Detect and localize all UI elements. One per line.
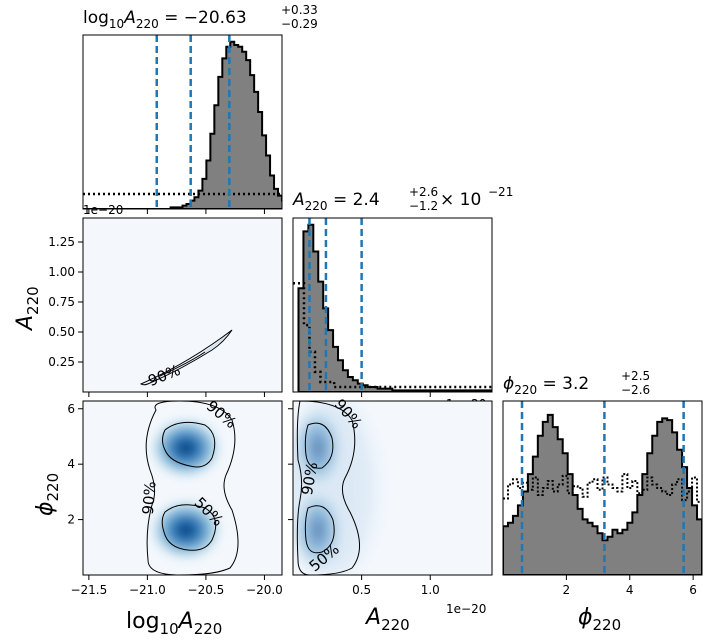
scatter-A-phi-frame (292, 400, 493, 576)
xlabel-A-varsub: 220 (381, 616, 410, 634)
scatter-logA-phi-contour-90 (145, 401, 239, 575)
sc1-ytick-label-3: 1.00 (48, 265, 75, 279)
hist-phi-xtick-label-2: 6 (689, 583, 697, 597)
title-phi-var: ϕ (503, 374, 514, 394)
sc2-xtick-label-3: −20.0 (246, 583, 283, 597)
title-A-suffix: × 10 (440, 190, 481, 210)
ylabel-phi-var: ϕ (33, 501, 58, 516)
hist-phi-xticks: 2 4 6 (563, 575, 697, 597)
hist-logA-panel: 1e−20 log10A220 = −20.63 +0.33 −0.29 (82, 3, 318, 217)
scatter-A-phi-offset-label: 1e−20 (446, 602, 486, 616)
scatter-A-phi-label-90b: 90% (298, 461, 322, 497)
sc2-xtick-label-0: −21.5 (70, 583, 107, 597)
sc2-ytick-label-0: 2 (67, 513, 75, 527)
ylabel-phi: ϕ220 (33, 473, 62, 516)
xlabel-A-var: A (364, 605, 381, 630)
sc2-xtick-label-2: −20.5 (188, 583, 225, 597)
scatter-logA-A-yticks: 0.25 0.50 0.75 1.00 1.25 (48, 235, 265, 397)
sc1-ytick-label-2: 0.75 (48, 295, 75, 309)
title-A-varsub: 220 (305, 199, 328, 213)
title-logA-plus: +0.33 (281, 3, 318, 17)
scatter-A-phi-contour-50-upper (304, 422, 334, 469)
title-phi-minus: −2.6 (621, 383, 650, 397)
hist-phi-steps (503, 413, 702, 575)
xlabel-logA-var: A (177, 609, 194, 634)
hist-phi-bars (503, 401, 702, 575)
sc2-ytick-label-2: 6 (67, 402, 75, 416)
xlabel-logA-pre: log (126, 609, 160, 634)
title-A-value: = 2.4 (328, 190, 380, 210)
hist-A-title: A220 = 2.4 (292, 190, 380, 213)
title-logA-subbase: 10 (109, 17, 124, 31)
xlabel-logA-varsub: 220 (194, 620, 223, 638)
ylabel-A: A220 (13, 286, 42, 332)
hist-logA-frame (82, 34, 283, 210)
hist-phi-frame (502, 400, 703, 576)
hist-phi-panel: ϕ220 = 3.2 +2.5 −2.6 2 4 6 (502, 369, 703, 597)
scatter-logA-A-contour-90 (139, 329, 233, 386)
hist-logA-plot (83, 35, 282, 209)
xlabel-phi-var: ϕ (578, 605, 593, 630)
scatter-logA-phi-yticks: 2 4 6 (67, 402, 83, 527)
hist-phi-xtick-label-0: 2 (563, 583, 571, 597)
scatter-logA-phi-contour-50-upper (162, 421, 216, 468)
hist-phi-title: ϕ220 = 3.2 (503, 374, 589, 397)
hist-A-bars (293, 218, 492, 397)
scatter-logA-phi-xticks: −21.5 −21.0 −20.5 −20.0 (70, 575, 283, 597)
hist-A-panel: 1e−20 A220 = 2.4 +2.6 −1.2 × 10 −21 (292, 185, 513, 411)
scatter-A-phi-contour-90 (296, 401, 360, 575)
xlabel-logA-subbase: 10 (160, 620, 179, 638)
title-A-minus: −1.2 (409, 199, 438, 213)
title-logA-var: A (123, 8, 136, 28)
ylabel-A-var: A (13, 315, 38, 332)
title-logA-varsub: 220 (136, 17, 159, 31)
title-phi-value: = 3.2 (537, 374, 589, 394)
hist-A-plot (293, 218, 492, 392)
sc3-xtick-label-0: 0.5 (352, 583, 371, 597)
sc1-ytick-label-4: 1.25 (48, 235, 75, 249)
hist-logA-bars (83, 35, 282, 214)
xlabel-phi-varsub: 220 (593, 616, 622, 634)
title-phi-varsub: 220 (514, 383, 537, 397)
title-logA-minus: −0.29 (281, 17, 318, 31)
title-A-var: A (292, 190, 305, 210)
hist-A-steps (297, 223, 492, 392)
hist-logA-steps (83, 40, 282, 209)
scatter-A-phi-panel: 90% 90% 50% 0.5 1.0 1e−20 (288, 395, 493, 616)
scatter-logA-phi-contour-50-lower (161, 504, 217, 551)
scatter-logA-A-frame (82, 217, 283, 393)
ylabel-phi-varsub: 220 (44, 473, 62, 502)
hist-phi-prior (503, 473, 702, 503)
scatter-logA-A-contour-50 (159, 351, 206, 377)
sc1-ytick-label-0: 0.25 (48, 355, 75, 369)
hist-logA-title: log10A220 = −20.63 (83, 8, 247, 31)
sc1-ytick-label-1: 0.50 (48, 325, 75, 339)
scatter-logA-phi-label-90b: 90% (139, 481, 160, 516)
sc2-ytick-label-1: 4 (67, 457, 75, 471)
scatter-logA-phi-frame (82, 400, 283, 576)
xlabel-phi: ϕ220 (578, 605, 621, 634)
hist-phi-xtick-label-1: 4 (626, 583, 634, 597)
xlabel-logA: log10A220 (126, 609, 222, 638)
title-phi-plus: +2.5 (621, 369, 650, 383)
scatter-logA-phi-panel: 90% 90% 50% 246 −21.5 −21.0 −20.5 −20.0 (67, 397, 282, 597)
ylabel-A-varsub: 220 (24, 286, 42, 315)
hist-A-frame (292, 217, 493, 393)
title-A-plus: +2.6 (409, 185, 438, 199)
hist-logA-offset-label: 1e−20 (83, 203, 123, 217)
hist-phi-plot (503, 401, 702, 575)
hist-A-prior (293, 282, 492, 389)
title-logA-pre: log (83, 8, 109, 28)
sc2-xtick-label-1: −21.0 (129, 583, 166, 597)
xlabel-A: A220 (364, 605, 410, 634)
sc3-xtick-label-1: 1.0 (421, 583, 440, 597)
title-A-exp: −21 (488, 185, 513, 199)
title-logA-value: = −20.63 (159, 8, 247, 28)
scatter-A-phi-xticks: 0.5 1.0 (288, 408, 440, 597)
scatter-logA-A-panel: 90% 0.250.500.751.001.25 (48, 217, 283, 397)
scatter-A-phi-contour-50-lower (304, 505, 335, 554)
